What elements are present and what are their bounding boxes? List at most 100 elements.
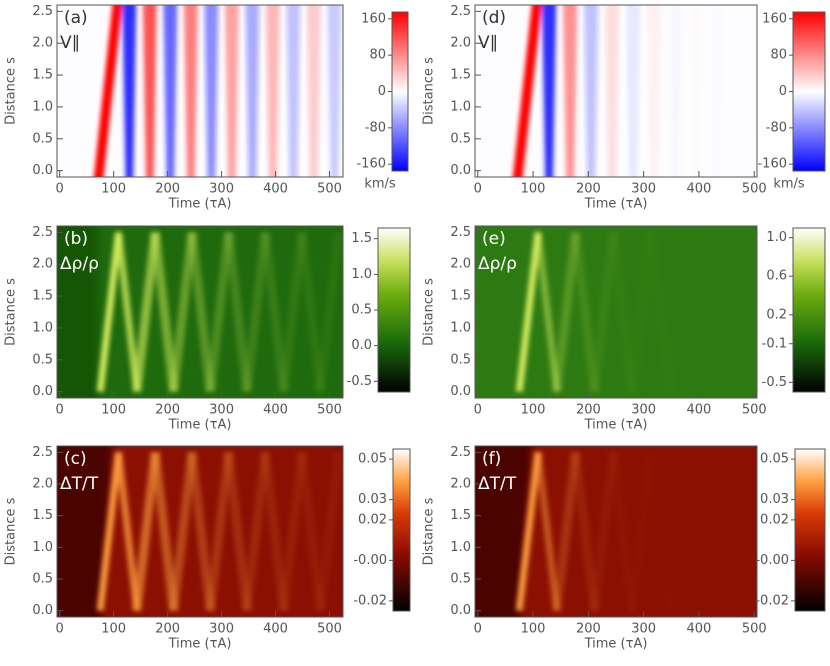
plot-frame xyxy=(474,4,758,178)
colorbar-tick-label: -0.02 xyxy=(353,593,387,608)
wave-ridge xyxy=(260,231,289,393)
wave-ridge xyxy=(297,451,325,612)
x-tick-label: 400 xyxy=(263,622,288,637)
colorbar-tick-label: 0.02 xyxy=(358,512,387,527)
x-tick-label: 0 xyxy=(56,403,64,418)
x-tick-label: 100 xyxy=(101,403,126,418)
y-tick-label: 0.0 xyxy=(450,384,471,399)
panel-label: (c) xyxy=(64,449,87,469)
colorbar-tick-label: 0.03 xyxy=(358,492,387,507)
y-tick-label: 2.0 xyxy=(450,477,471,492)
wave-ridge xyxy=(589,451,618,612)
colorbar-tick-label: 160 xyxy=(361,11,386,26)
wave-ridge xyxy=(132,231,160,393)
colorbar-tick-label: 160 xyxy=(762,11,787,26)
x-tick-label: 200 xyxy=(155,182,180,197)
wave-ridge xyxy=(315,451,343,612)
colorbar-tick-label: 0 xyxy=(378,84,386,99)
wave-ridge xyxy=(96,231,122,393)
y-tick-label: 0.0 xyxy=(450,603,471,618)
colorbar-unit: km/s xyxy=(364,177,396,192)
wave-ridge xyxy=(242,451,270,612)
heatmap-field xyxy=(93,5,342,177)
wave-ridge xyxy=(534,451,561,612)
panel: 0 100 200 300 400 500 0.0 0.5 1.0 1.5 2.0 2.5 Time (… xyxy=(4,445,411,652)
y-axis-label: Distance s xyxy=(4,57,19,125)
heatmap-shade xyxy=(57,446,113,617)
colorbar-tick-label: -0.5 xyxy=(762,375,787,390)
panel: 0 100 200 300 400 500 0.0 0.5 1.0 1.5 2.0 2.5 Time (… xyxy=(422,445,826,652)
x-axis-label: Time (τA) xyxy=(168,637,232,652)
wave-ridge xyxy=(260,451,289,612)
colorbar-tick-label: 0.6 xyxy=(766,269,787,284)
colorbar xyxy=(792,227,826,393)
panel: 0 100 200 300 400 500 0.0 0.5 1.0 1.5 2.0 2.5 Time (… xyxy=(4,225,411,433)
x-tick-label: 100 xyxy=(101,182,126,197)
x-tick-label: 400 xyxy=(687,403,712,418)
wave-stripe xyxy=(142,5,157,177)
heatmap xyxy=(57,5,343,177)
x-tick-label: 200 xyxy=(155,403,180,418)
colorbar-tick-label: 0.03 xyxy=(760,492,789,507)
wave-stripe xyxy=(605,5,620,177)
x-axis-label: Time (τA) xyxy=(584,197,648,212)
y-tick-label: 0.5 xyxy=(32,352,53,367)
y-tick-label: 0.0 xyxy=(450,163,471,178)
colorbar-unit: km/s xyxy=(773,177,805,192)
wave-ridge xyxy=(224,451,252,612)
x-tick-label: 300 xyxy=(209,182,234,197)
colorbar xyxy=(792,11,826,172)
wave-front xyxy=(512,5,542,177)
panel-label: (a) xyxy=(64,8,88,28)
x-tick-label: 0 xyxy=(56,622,64,637)
wave-ridge xyxy=(515,451,542,612)
x-tick-label: 200 xyxy=(576,403,601,418)
y-tick-label: 0.5 xyxy=(32,131,53,146)
wave-ridge xyxy=(150,451,179,612)
x-tick-label: 0 xyxy=(474,622,482,637)
colorbar-tick-label: -80 xyxy=(766,120,787,135)
colorbar-tick-label: 0.2 xyxy=(766,307,787,322)
heatmap xyxy=(57,226,343,398)
colorbar-tick-label: 0.0 xyxy=(351,338,372,353)
wave-front xyxy=(93,5,123,177)
panel: 0 100 200 300 400 500 0.0 0.5 1.0 1.5 2.0 2.5 Time (… xyxy=(4,4,409,212)
wave-ridge xyxy=(279,231,307,393)
x-tick-label: 500 xyxy=(317,622,342,637)
colorbar-tick-label: 80 xyxy=(369,48,386,63)
heatmap xyxy=(475,5,757,177)
x-tick-label: 500 xyxy=(742,182,767,197)
panel-label: (d) xyxy=(482,8,506,28)
wave-ridge xyxy=(132,451,160,612)
y-axis-label: Distance s xyxy=(422,57,437,125)
y-tick-label: 1.5 xyxy=(450,508,471,523)
y-tick-label: 2.5 xyxy=(32,225,53,240)
quantity-label: Δρ/ρ xyxy=(478,254,517,274)
y-tick-label: 1.5 xyxy=(32,68,53,83)
colorbar-tick-label: 0 xyxy=(779,84,787,99)
quantity-label: V∥ xyxy=(478,33,498,53)
wave-stripe xyxy=(204,5,219,177)
y-tick-label: 0.0 xyxy=(32,384,53,399)
wave-ridge xyxy=(571,451,599,612)
x-tick-label: 100 xyxy=(521,182,546,197)
heatmap-field xyxy=(515,451,618,612)
wave-ridge xyxy=(552,451,581,612)
y-tick-label: 2.5 xyxy=(450,445,471,460)
wave-ridge xyxy=(187,231,215,393)
wave-stripe xyxy=(584,5,599,177)
panel: 0 100 200 300 400 500 0.0 0.5 1.0 1.5 2.0 2.5 Time (… xyxy=(422,225,826,433)
y-tick-label: 1.5 xyxy=(32,508,53,523)
wave-ridge xyxy=(515,231,542,393)
y-tick-label: 0.5 xyxy=(450,352,471,367)
wave-stripe xyxy=(163,5,178,177)
y-tick-label: 1.0 xyxy=(450,320,471,335)
y-tick-label: 0.0 xyxy=(32,163,53,178)
wave-ridge xyxy=(169,231,197,393)
x-axis-label: Time (τA) xyxy=(584,418,648,433)
x-tick-label: 500 xyxy=(742,403,767,418)
wave-stripe xyxy=(122,5,137,177)
plot-frame xyxy=(474,225,758,399)
wave-stripe xyxy=(183,5,198,177)
